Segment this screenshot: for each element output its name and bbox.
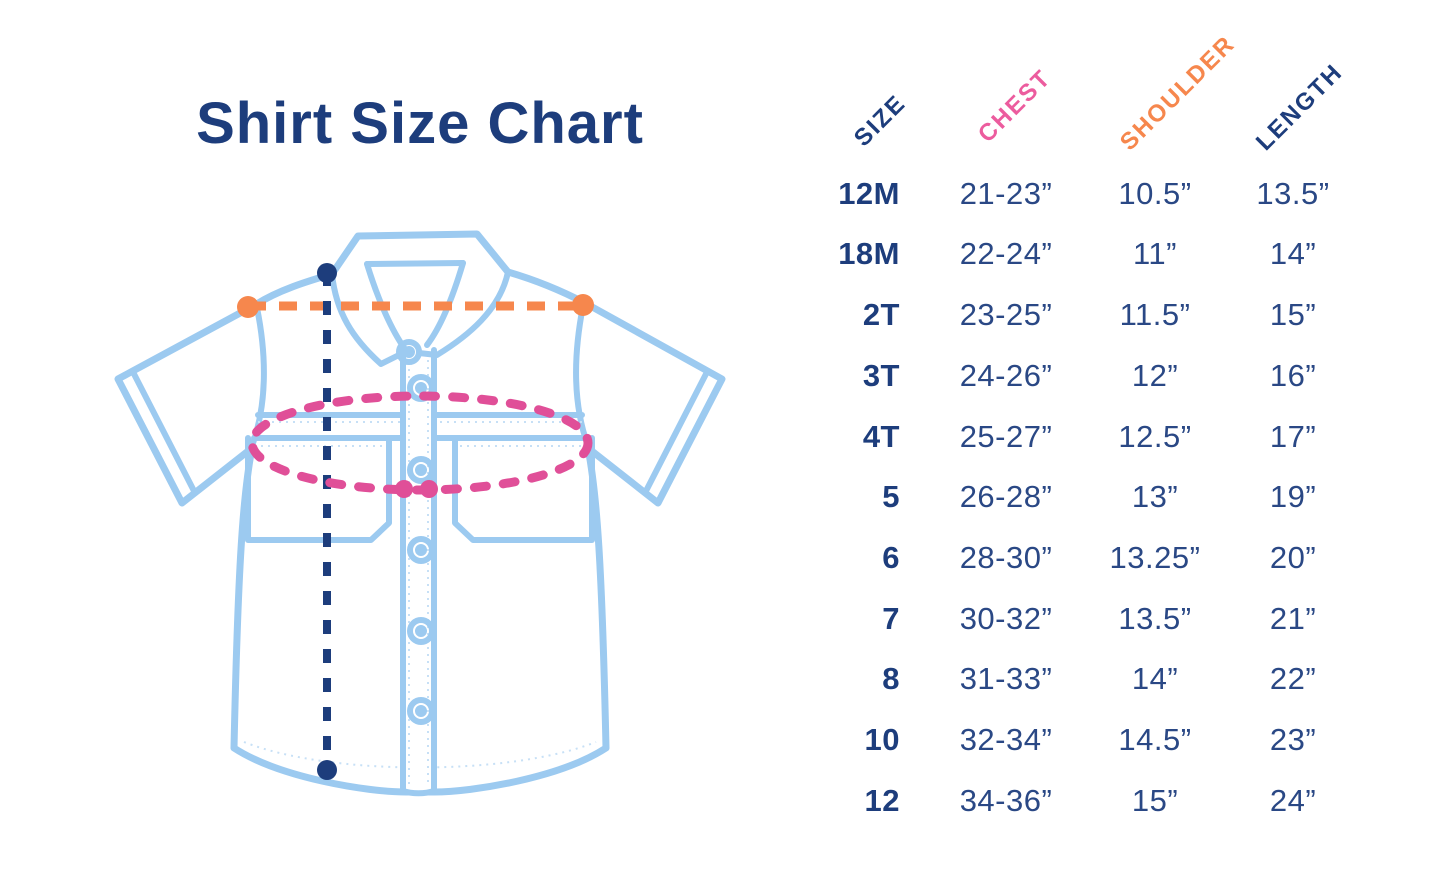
- shoulder-value: 14”: [1131, 661, 1179, 696]
- table-row: 5 26-28” 13” 19”: [0, 466, 1445, 527]
- shoulder-value: 14.5”: [1118, 722, 1192, 757]
- chest-value: 23-25”: [959, 297, 1053, 332]
- length-value: 17”: [1269, 419, 1317, 454]
- table-row: 12 34-36” 15” 24”: [0, 770, 1445, 831]
- table-row: 4T 25-27” 12.5” 17”: [0, 406, 1445, 467]
- shoulder-measure-line: [237, 294, 594, 318]
- table-row: 7 30-32” 13.5” 21”: [0, 588, 1445, 649]
- left-pocket: [245, 435, 392, 543]
- chest-value: 21-23”: [959, 176, 1053, 211]
- chest-value: 24-26”: [959, 358, 1053, 393]
- table-row: 8 31-33” 14” 22”: [0, 648, 1445, 709]
- shoulder-value: 11.5”: [1119, 297, 1191, 332]
- chest-measure-ellipse: [247, 391, 593, 498]
- shoulder-value: 10.5”: [1118, 176, 1192, 211]
- collar: [329, 260, 511, 367]
- length-value: 15”: [1269, 297, 1317, 332]
- shirt-body: [114, 230, 726, 797]
- shoulder-value: 13.5”: [1118, 601, 1192, 636]
- length-value: 16”: [1269, 358, 1317, 393]
- length-value: 19”: [1269, 479, 1317, 514]
- shoulder-value: 11”: [1132, 236, 1177, 271]
- right-pocket: [452, 435, 595, 543]
- column-header-size: SIZE: [848, 89, 912, 152]
- length-value: 24”: [1269, 783, 1317, 818]
- shoulder-value: 12”: [1131, 358, 1179, 393]
- length-value: 22”: [1269, 661, 1317, 696]
- size-label: 18M: [838, 236, 900, 271]
- size-label: 7: [882, 601, 900, 636]
- length-value: 20”: [1269, 540, 1317, 575]
- right-cuff-seam: [643, 369, 710, 494]
- table-row: 18M 22-24” 11” 14”: [0, 223, 1445, 284]
- shoulder-value: 12.5”: [1118, 419, 1192, 454]
- length-value: 14”: [1269, 236, 1317, 271]
- right-armhole-seam: [573, 303, 591, 449]
- table-row: 3T 24-26” 12” 16”: [0, 345, 1445, 406]
- shoulder-value: 13”: [1131, 479, 1179, 514]
- table-row: 6 28-30” 13.25” 20”: [0, 527, 1445, 588]
- size-label: 8: [882, 661, 900, 696]
- chest-value: 30-32”: [959, 601, 1053, 636]
- shirt-illustration: [114, 230, 726, 797]
- chest-value: 28-30”: [959, 540, 1053, 575]
- shoulder-value: 15”: [1131, 783, 1179, 818]
- length-value: 23”: [1269, 722, 1317, 757]
- chest-value: 26-28”: [959, 479, 1053, 514]
- hem-stitch: [243, 741, 597, 769]
- length-measure-line: [317, 263, 337, 780]
- size-label: 5: [882, 479, 900, 514]
- length-value: 13.5”: [1256, 176, 1330, 211]
- size-label: 3T: [862, 358, 900, 393]
- size-label: 4T: [862, 419, 900, 454]
- left-cuff-seam: [130, 369, 197, 494]
- table-row: 10 32-34” 14.5” 23”: [0, 709, 1445, 770]
- chest-value: 22-24”: [959, 236, 1053, 271]
- page-title: Shirt Size Chart: [196, 91, 644, 156]
- column-header-shoulder: SHOULDER: [1114, 30, 1241, 156]
- chest-value: 25-27”: [959, 419, 1053, 454]
- size-label: 2T: [862, 297, 900, 332]
- chest-value: 31-33”: [959, 661, 1053, 696]
- length-value: 21”: [1269, 601, 1317, 636]
- size-label: 12M: [838, 176, 900, 211]
- table-row: 2T 23-25” 11.5” 15”: [0, 284, 1445, 345]
- shoulder-value: 13.25”: [1109, 540, 1201, 575]
- column-header-chest: CHEST: [972, 64, 1057, 148]
- chest-value: 32-34”: [959, 722, 1053, 757]
- size-label: 10: [864, 722, 900, 757]
- size-label: 6: [882, 540, 900, 575]
- size-label: 12: [864, 783, 900, 818]
- column-header-length: LENGTH: [1250, 58, 1349, 156]
- table-row: 12M 21-23” 10.5” 13.5”: [0, 163, 1445, 224]
- chest-value: 34-36”: [959, 783, 1053, 818]
- button-placket: [400, 347, 437, 797]
